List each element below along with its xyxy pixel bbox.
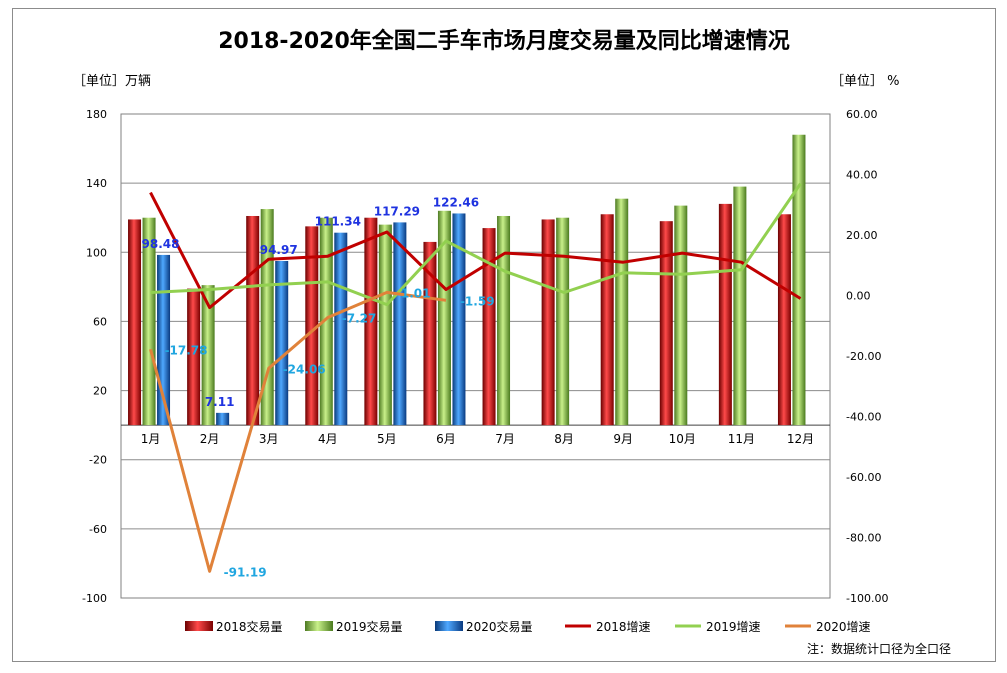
- right-axis-unit: ［单位］ %: [831, 74, 900, 89]
- chart-note: 注：数据统计口径为全口径: [807, 641, 951, 656]
- left-tick-label: 180: [86, 108, 107, 121]
- bar-2019交易量: [437, 210, 451, 426]
- data-label-2020-volume: 117.29: [374, 204, 420, 218]
- bar-2018交易量: [482, 228, 496, 426]
- legend-label: 2019增速: [706, 620, 761, 634]
- bar-2019交易量: [378, 224, 392, 426]
- right-tick-label: -20.00: [846, 350, 881, 363]
- category-label: 8月: [554, 432, 574, 446]
- bar-2018交易量: [128, 219, 142, 426]
- left-tick-label: -20: [89, 454, 107, 467]
- plot-background: [120, 113, 831, 599]
- bar-2018交易量: [423, 241, 437, 426]
- data-label-2020-rate: -17.78: [165, 343, 208, 357]
- data-label-2020-volume: 98.48: [142, 237, 180, 251]
- legend-label: 2020交易量: [466, 619, 533, 634]
- bar-2020交易量: [275, 260, 289, 426]
- left-tick-label: 20: [93, 385, 107, 398]
- category-label: 6月: [436, 432, 456, 446]
- right-tick-label: 40.00: [846, 169, 878, 182]
- bar-2019交易量: [556, 217, 570, 426]
- legend-swatch: [435, 621, 463, 631]
- bar-2018交易量: [187, 288, 201, 426]
- category-label: 1月: [141, 432, 161, 446]
- data-label-2020-volume: 122.46: [433, 195, 479, 209]
- data-label-2020-rate: -91.19: [224, 565, 267, 579]
- bar-2019交易量: [319, 217, 333, 426]
- left-tick-label: 100: [86, 246, 107, 259]
- data-label-2020-rate: -24.06: [283, 362, 326, 376]
- bar-2018交易量: [541, 219, 555, 426]
- bar-2020交易量: [216, 412, 230, 426]
- bar-2018交易量: [246, 215, 260, 426]
- right-tick-label: 0.00: [846, 290, 871, 303]
- legend-label: 2018增速: [596, 620, 651, 634]
- data-label-2020-rate: 1.01: [401, 286, 431, 300]
- left-tick-label: 60: [93, 315, 107, 328]
- category-label: 5月: [377, 432, 397, 446]
- data-label-2020-rate: -1.59: [460, 294, 495, 308]
- legend: 2018交易量 2019交易量 2020交易量 2018增速 2019增速 2020增速: [185, 619, 871, 634]
- category-label: 7月: [495, 432, 515, 446]
- data-label-2020-volume: 7.11: [205, 395, 235, 409]
- chart-svg: 2018-2020年全国二手车市场月度交易量及同比增速情况 ［单位］万辆 ［单位…: [73, 28, 951, 656]
- bar-2018交易量: [659, 221, 673, 426]
- chart-title: 2018-2020年全国二手车市场月度交易量及同比增速情况: [218, 28, 790, 54]
- bar-2018交易量: [718, 203, 732, 426]
- category-label: 2月: [200, 432, 220, 446]
- category-label: 9月: [613, 432, 633, 446]
- left-tick-label: -60: [89, 523, 107, 536]
- right-tick-label: -80.00: [846, 532, 881, 545]
- bar-2018交易量: [305, 226, 319, 426]
- line-2019增速: [150, 182, 802, 307]
- line-2018增速: [149, 191, 802, 310]
- bar-2019交易量: [674, 205, 688, 426]
- right-tick-label: -40.00: [846, 411, 881, 424]
- bar-2019交易量: [497, 215, 511, 426]
- legend-swatch: [185, 621, 213, 631]
- category-label: 3月: [259, 432, 279, 446]
- line-2020增速: [149, 290, 447, 573]
- bar-2019交易量: [615, 198, 629, 426]
- bar-2020交易量: [452, 213, 466, 426]
- right-tick-label: -100.00: [846, 592, 888, 605]
- bar-2020交易量: [393, 222, 407, 426]
- legend-swatch: [305, 621, 333, 631]
- left-axis-unit: ［单位］万辆: [73, 74, 151, 89]
- legend-label: 2018交易量: [216, 619, 283, 634]
- bar-2019交易量: [733, 186, 747, 426]
- bar-2018交易量: [777, 214, 791, 426]
- left-tick-label: -100: [82, 592, 107, 605]
- data-label-2020-volume: 94.97: [260, 243, 298, 257]
- data-label-2020-volume: 111.34: [315, 215, 361, 229]
- right-tick-label: -60.00: [846, 471, 881, 484]
- legend-label: 2019交易量: [336, 619, 403, 634]
- bar-2018交易量: [600, 214, 614, 426]
- category-label: 4月: [318, 432, 338, 446]
- data-label-2020-rate: -7.27: [342, 311, 377, 325]
- bar-2020交易量: [334, 232, 348, 426]
- plot-area: -100 -60 -20 20 60 100 140 180 -100.00 -80.00 -60.…: [82, 108, 888, 605]
- legend-label: 2020增速: [816, 620, 871, 634]
- right-tick-label: 20.00: [846, 229, 878, 242]
- bar-2019交易量: [792, 134, 806, 426]
- bar-2019交易量: [201, 285, 215, 426]
- right-tick-label: 60.00: [846, 108, 878, 121]
- left-tick-label: 140: [86, 177, 107, 190]
- bar-2019交易量: [142, 217, 156, 426]
- chart-frame: 2018-2020年全国二手车市场月度交易量及同比增速情况 ［单位］万辆 ［单位…: [12, 8, 996, 662]
- category-label: 12月: [787, 432, 814, 446]
- category-label: 11月: [728, 432, 755, 446]
- bar-2018交易量: [364, 217, 378, 426]
- category-label: 10月: [669, 432, 696, 446]
